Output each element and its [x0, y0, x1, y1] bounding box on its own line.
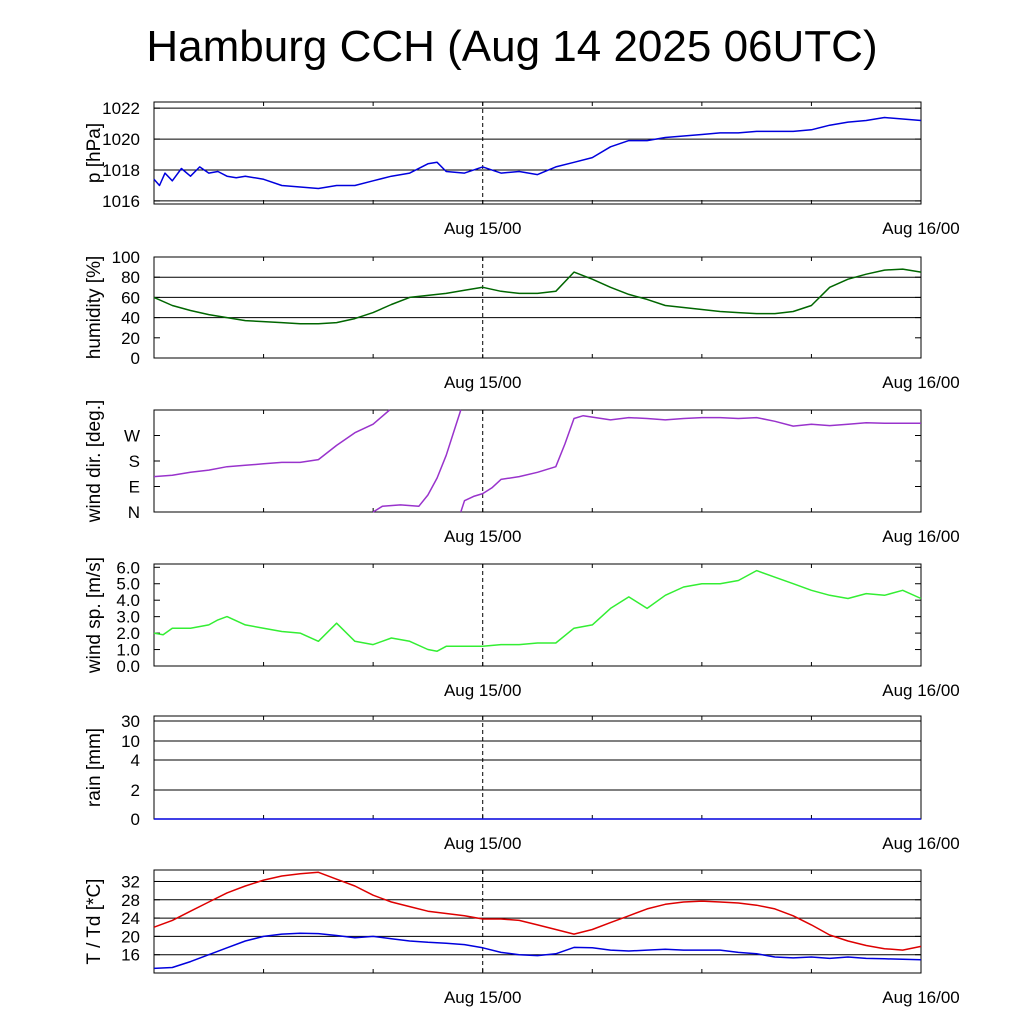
y-tick-label: 1018 — [102, 161, 140, 180]
y-tick-label: 32 — [121, 872, 140, 891]
x-tick-label: Aug 16/00 — [882, 527, 960, 546]
y-tick-label: 3.0 — [116, 608, 140, 627]
series-line — [460, 414, 921, 513]
plot-frame — [153, 101, 922, 205]
plot-frame — [153, 256, 922, 359]
series-line — [153, 268, 922, 325]
y-axis-label: wind dir. [deg.] — [84, 400, 105, 524]
y-tick-label: 5.0 — [116, 575, 140, 594]
y-tick-label: E — [129, 478, 140, 497]
x-tick-label: Aug 15/00 — [444, 681, 522, 700]
y-tick-label: 24 — [121, 909, 140, 928]
y-tick-label: 20 — [121, 927, 140, 946]
x-tick-label: Aug 15/00 — [444, 219, 522, 238]
y-tick-label: 4.0 — [116, 591, 140, 610]
y-tick-label: S — [129, 452, 140, 471]
chart-title: Hamburg CCH (Aug 14 2025 06UTC) — [146, 22, 878, 71]
y-axis-label: humidity [%] — [84, 256, 105, 359]
y-tick-label: 2.0 — [116, 624, 140, 643]
x-tick-label: Aug 15/00 — [444, 988, 522, 1007]
series-line — [153, 871, 922, 951]
y-axis-label: p [hPa] — [84, 123, 105, 183]
y-tick-label: 0.0 — [116, 657, 140, 676]
y-tick-label: 30 — [121, 712, 140, 731]
y-tick-label: 40 — [121, 309, 140, 328]
series-line — [372, 409, 462, 513]
y-axis-label: T / Td [*C] — [84, 879, 105, 965]
y-tick-label: 60 — [121, 288, 140, 307]
plot-frame — [153, 869, 922, 974]
y-tick-label: 80 — [121, 268, 140, 287]
x-tick-label: Aug 15/00 — [444, 527, 522, 546]
series-line — [153, 569, 922, 652]
x-tick-label: Aug 16/00 — [882, 373, 960, 392]
x-tick-label: Aug 16/00 — [882, 681, 960, 700]
y-tick-label: 10 — [121, 732, 140, 751]
y-tick-label: 1016 — [102, 192, 140, 211]
y-tick-label: 100 — [112, 248, 140, 267]
y-tick-label: 28 — [121, 891, 140, 910]
series-line — [153, 409, 391, 478]
y-tick-label: 1020 — [102, 130, 140, 149]
y-tick-label: 20 — [121, 329, 140, 348]
y-tick-label: 4 — [131, 751, 140, 770]
y-tick-label: 16 — [121, 946, 140, 965]
series-line — [153, 116, 922, 190]
x-tick-label: Aug 16/00 — [882, 219, 960, 238]
x-tick-label: Aug 16/00 — [882, 988, 960, 1007]
x-tick-label: Aug 16/00 — [882, 834, 960, 853]
x-tick-label: Aug 15/00 — [444, 373, 522, 392]
plot-frame — [153, 715, 922, 820]
series-line — [153, 932, 922, 970]
y-tick-label: 0 — [131, 810, 140, 829]
x-tick-label: Aug 15/00 — [444, 834, 522, 853]
y-axis-label: wind sp. [m/s] — [84, 557, 105, 674]
y-tick-label: 0 — [131, 349, 140, 368]
y-tick-label: 6.0 — [116, 558, 140, 577]
y-tick-label: 2 — [131, 781, 140, 800]
y-axis-label: rain [mm] — [84, 728, 105, 807]
y-tick-label: 1022 — [102, 99, 140, 118]
y-tick-label: 1.0 — [116, 641, 140, 660]
y-tick-label: W — [124, 427, 140, 446]
y-tick-label: N — [128, 503, 140, 522]
plot-frame — [153, 563, 922, 667]
